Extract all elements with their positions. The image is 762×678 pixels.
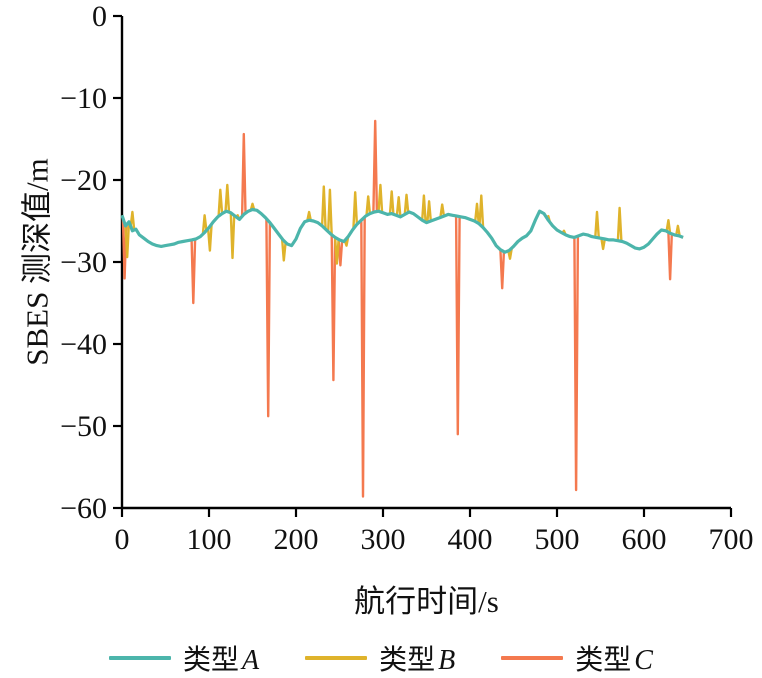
legend-label-prefix: 类型 xyxy=(379,645,436,676)
svg-text:300: 300 xyxy=(361,523,406,556)
legend-item-type-a: 类型 A xyxy=(109,638,259,678)
svg-text:700: 700 xyxy=(709,523,754,556)
svg-text:−40: −40 xyxy=(60,328,107,361)
legend-label-type-c: 类型 C xyxy=(575,638,653,678)
legend-line-swatch-type-a xyxy=(109,656,172,660)
x-axis-title: 航行时间/s xyxy=(354,584,499,619)
legend-label-letter: B xyxy=(438,645,456,676)
legend-label-letter: A xyxy=(242,645,260,676)
svg-text:−50: −50 xyxy=(60,410,107,443)
legend-item-type-c: 类型 C xyxy=(501,638,653,678)
legend-label-letter: C xyxy=(634,645,653,676)
legend-line-swatch-type-b xyxy=(305,656,368,660)
svg-text:−10: −10 xyxy=(60,82,107,115)
y-axis-title: SBES 测深值/m xyxy=(19,158,55,366)
svg-text:−20: −20 xyxy=(60,164,107,197)
svg-text:600: 600 xyxy=(622,523,667,556)
svg-text:0: 0 xyxy=(92,0,107,33)
legend-label-prefix: 类型 xyxy=(575,645,632,676)
svg-text:0: 0 xyxy=(115,523,130,556)
svg-text:200: 200 xyxy=(274,523,319,556)
svg-text:−60: −60 xyxy=(60,492,107,525)
chart-legend: 类型 A 类型 B 类型 C xyxy=(0,638,762,678)
svg-text:100: 100 xyxy=(187,523,232,556)
svg-text:400: 400 xyxy=(448,523,493,556)
legend-label-type-a: 类型 A xyxy=(183,638,259,678)
svg-text:500: 500 xyxy=(535,523,580,556)
svg-text:−30: −30 xyxy=(60,246,107,279)
legend-line-swatch-type-c xyxy=(501,656,564,660)
legend-label-type-b: 类型 B xyxy=(379,638,455,678)
legend-item-type-b: 类型 B xyxy=(305,638,455,678)
legend-label-prefix: 类型 xyxy=(183,645,240,676)
